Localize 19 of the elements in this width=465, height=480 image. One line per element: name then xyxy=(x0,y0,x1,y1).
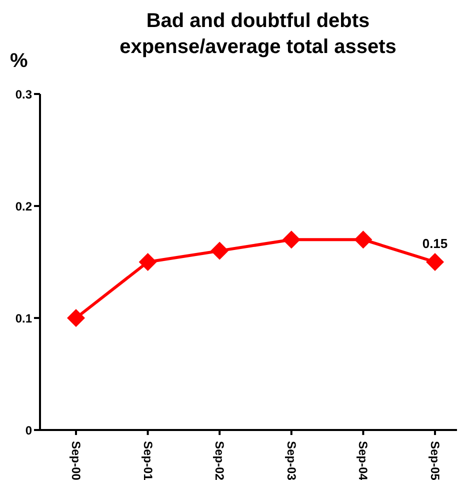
point xyxy=(426,253,444,271)
x-tick-label: Sep-00 xyxy=(69,441,83,480)
y-tick-label: 0.3 xyxy=(15,87,32,102)
point xyxy=(67,309,85,327)
point xyxy=(354,230,372,249)
chart-title: Bad and doubtful debts expense/average total assets xyxy=(118,9,398,60)
point xyxy=(210,242,229,260)
y-tick-label: 0 xyxy=(25,423,32,438)
x-tick-label: Sep-05 xyxy=(428,441,442,480)
point xyxy=(138,253,157,271)
y-tick-label: 0.1 xyxy=(15,311,32,326)
data-label: 0.15 xyxy=(422,236,448,251)
x-tick-label: Sep-04 xyxy=(356,441,370,480)
y-tick-label: 0.2 xyxy=(15,199,32,214)
y-axis-title: % xyxy=(10,50,28,73)
point xyxy=(282,230,300,249)
x-tick-label: Sep-01 xyxy=(140,441,155,480)
x-tick-label: Sep-03 xyxy=(284,441,298,480)
x-tick-label: Sep-02 xyxy=(212,441,227,480)
